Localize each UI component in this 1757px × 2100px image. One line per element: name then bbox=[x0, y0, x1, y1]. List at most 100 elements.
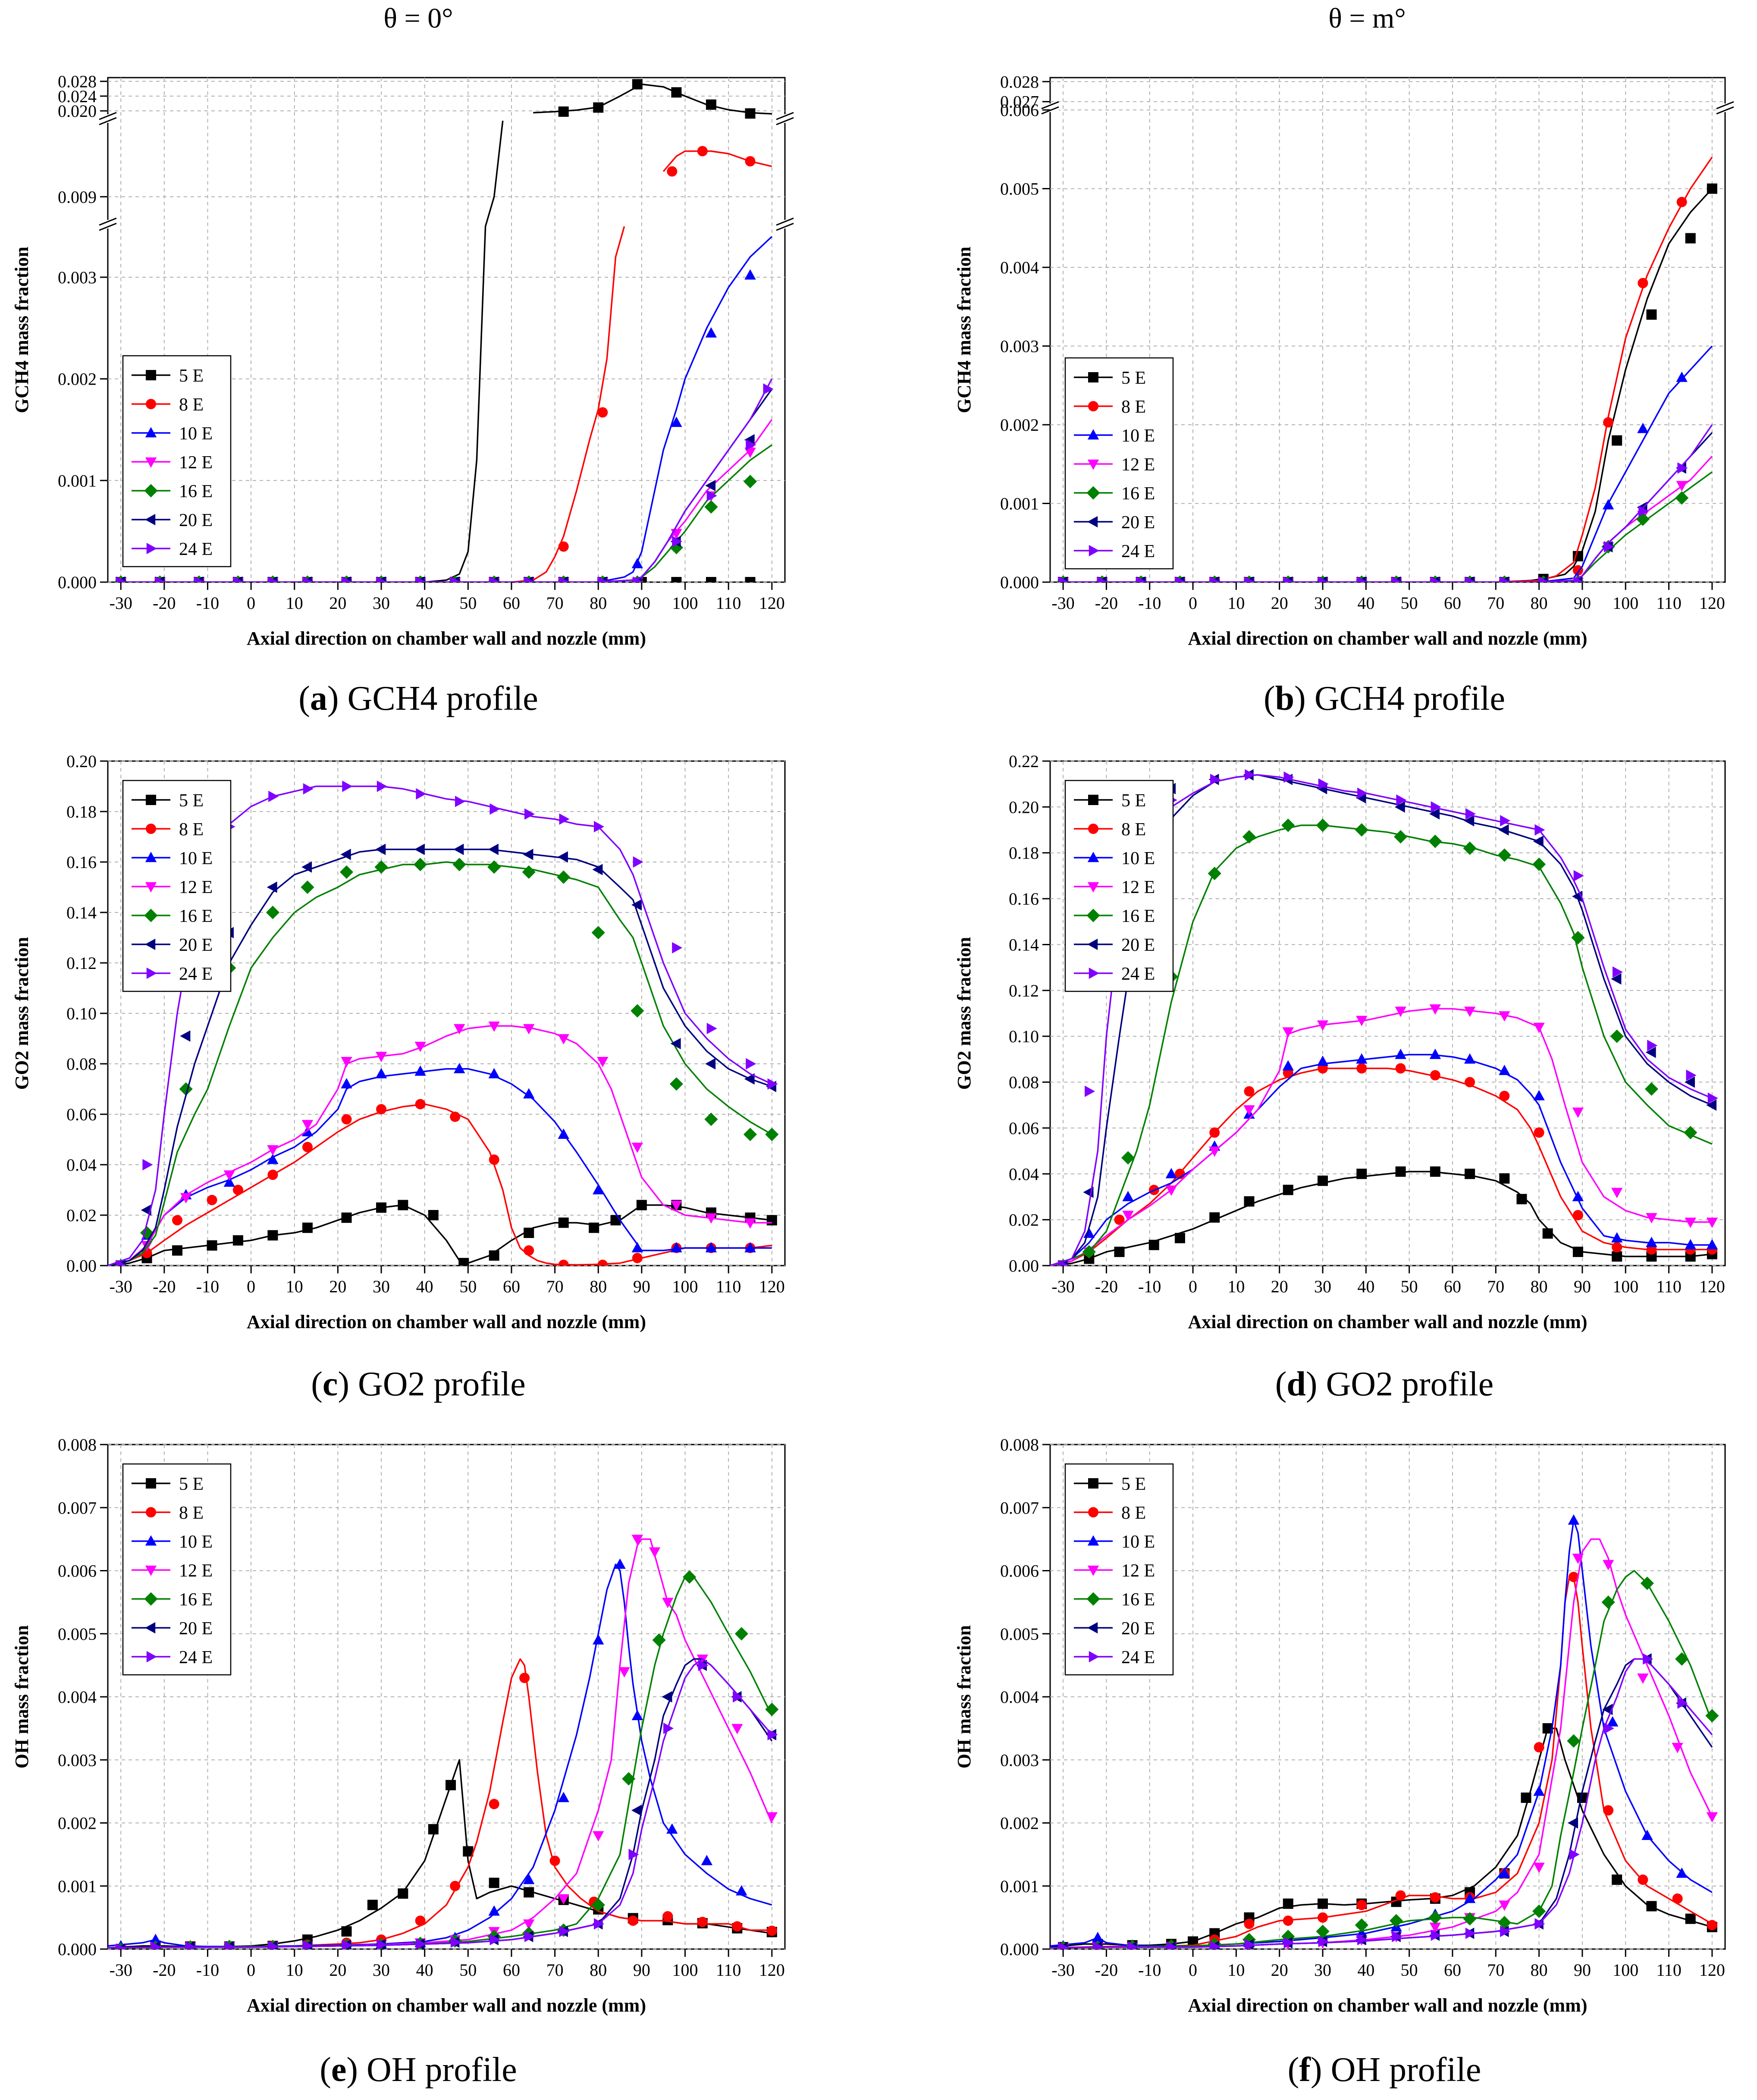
y-tick-label: 0.004 bbox=[58, 1687, 97, 1707]
data-point bbox=[631, 1805, 642, 1816]
data-point bbox=[763, 383, 774, 395]
data-point bbox=[666, 1823, 678, 1834]
data-point bbox=[697, 1917, 708, 1928]
data-point bbox=[671, 577, 682, 582]
data-point bbox=[1646, 1237, 1657, 1247]
x-tick-label: 50 bbox=[459, 1277, 477, 1296]
x-tick-label: -30 bbox=[1051, 1960, 1074, 1980]
data-point bbox=[1640, 1577, 1654, 1590]
axis-break-gap bbox=[776, 114, 794, 123]
data-point bbox=[268, 576, 279, 582]
data-point bbox=[1245, 576, 1255, 582]
y-tick-label: 0.14 bbox=[1009, 935, 1039, 954]
x-axis-label: Axial direction on chamber wall and nozz… bbox=[247, 1995, 646, 2016]
data-point bbox=[1706, 1099, 1717, 1111]
x-tick-label: 100 bbox=[1613, 1960, 1638, 1980]
data-point bbox=[268, 790, 279, 802]
data-point bbox=[374, 860, 388, 874]
legend-marker bbox=[1086, 486, 1100, 500]
chart-d: -30 -20 -10 0 10 20 30 40 50 60 70 80 90 100 110 120 0.0… bbox=[954, 752, 1726, 1332]
legend-label: 12 E bbox=[1121, 455, 1155, 475]
data-point bbox=[1355, 823, 1368, 837]
data-point bbox=[1316, 1924, 1330, 1938]
legend-marker bbox=[1087, 852, 1099, 862]
data-point bbox=[557, 870, 571, 884]
data-point bbox=[523, 1024, 535, 1034]
data-point bbox=[706, 577, 716, 582]
data-point bbox=[1643, 1653, 1653, 1665]
series-line bbox=[1050, 1008, 1712, 1266]
legend-marker bbox=[145, 427, 157, 438]
data-point bbox=[670, 1038, 681, 1050]
data-point bbox=[489, 1877, 499, 1888]
data-point bbox=[1499, 1867, 1510, 1878]
y-tick-label: 0.028 bbox=[58, 72, 97, 91]
data-point bbox=[591, 1898, 605, 1912]
data-point bbox=[341, 1212, 352, 1223]
data-point bbox=[450, 1111, 461, 1122]
data-point bbox=[633, 576, 643, 582]
caption-b: (b) GCH4 profile bbox=[1264, 680, 1505, 718]
data-point bbox=[1431, 576, 1441, 582]
data-point bbox=[705, 1213, 717, 1224]
data-point bbox=[1611, 973, 1622, 985]
x-tick-label: 100 bbox=[672, 1960, 698, 1980]
legend-marker bbox=[145, 1535, 157, 1546]
data-point bbox=[1318, 1936, 1329, 1947]
legend-label: 16 E bbox=[179, 906, 213, 926]
x-tick-label: 110 bbox=[716, 1960, 741, 1980]
data-point bbox=[1122, 1210, 1134, 1221]
data-point bbox=[672, 536, 683, 547]
y-tick-label: 0.14 bbox=[66, 903, 97, 922]
legend-label: 5 E bbox=[1121, 791, 1146, 811]
legend-label: 10 E bbox=[1121, 426, 1155, 446]
data-point bbox=[1058, 576, 1069, 582]
data-point bbox=[1092, 1931, 1104, 1942]
data-point bbox=[1684, 1125, 1697, 1140]
plot-area bbox=[108, 1535, 779, 1949]
y-tick-label: 0.06 bbox=[1009, 1119, 1039, 1138]
data-point bbox=[1672, 1893, 1683, 1904]
data-point bbox=[303, 1940, 314, 1949]
data-point bbox=[1082, 1245, 1096, 1259]
x-tick-label: 90 bbox=[1574, 1960, 1591, 1980]
axis-break-gap bbox=[776, 220, 794, 229]
data-point bbox=[267, 1169, 278, 1180]
data-point bbox=[225, 1941, 235, 1949]
chart-a: -30 -20 -10 0 10 20 30 40 50 60 70 80 90 100 110 120 0.0… bbox=[11, 72, 794, 649]
legend-label: 20 E bbox=[1121, 1619, 1155, 1639]
data-point bbox=[342, 780, 353, 792]
data-point bbox=[268, 1940, 279, 1949]
data-point bbox=[1684, 1076, 1695, 1088]
data-point bbox=[141, 1204, 151, 1216]
data-point bbox=[1148, 1240, 1159, 1251]
data-point bbox=[746, 1058, 756, 1070]
data-point bbox=[1646, 309, 1657, 320]
data-point bbox=[1646, 1213, 1657, 1224]
series-line bbox=[121, 236, 772, 582]
data-point bbox=[1245, 1939, 1255, 1949]
data-point bbox=[1606, 1716, 1619, 1727]
data-point bbox=[455, 796, 465, 807]
legend-label: 24 E bbox=[179, 539, 213, 559]
legend-label: 5 E bbox=[1121, 368, 1146, 388]
x-tick-label: 10 bbox=[286, 1960, 303, 1980]
x-tick-label: 100 bbox=[672, 593, 698, 613]
data-point bbox=[1209, 1127, 1220, 1138]
y-tick-label: 0.002 bbox=[58, 370, 97, 389]
legend-marker bbox=[1088, 372, 1098, 382]
legend-marker bbox=[1086, 909, 1100, 922]
data-point bbox=[594, 1918, 605, 1930]
legend-marker bbox=[146, 1478, 156, 1489]
x-tick-label: 10 bbox=[286, 1277, 303, 1296]
x-tick-label: 50 bbox=[1401, 593, 1418, 613]
data-point bbox=[1283, 576, 1294, 582]
data-point bbox=[116, 1943, 127, 1949]
legend-marker bbox=[1087, 1565, 1099, 1576]
data-point bbox=[1429, 1922, 1441, 1933]
legend-marker bbox=[1087, 1622, 1098, 1634]
data-point bbox=[1165, 1185, 1177, 1196]
data-point bbox=[1355, 1918, 1368, 1932]
y-tick-label: 0.001 bbox=[58, 1877, 97, 1896]
x-tick-label: 60 bbox=[503, 593, 520, 613]
